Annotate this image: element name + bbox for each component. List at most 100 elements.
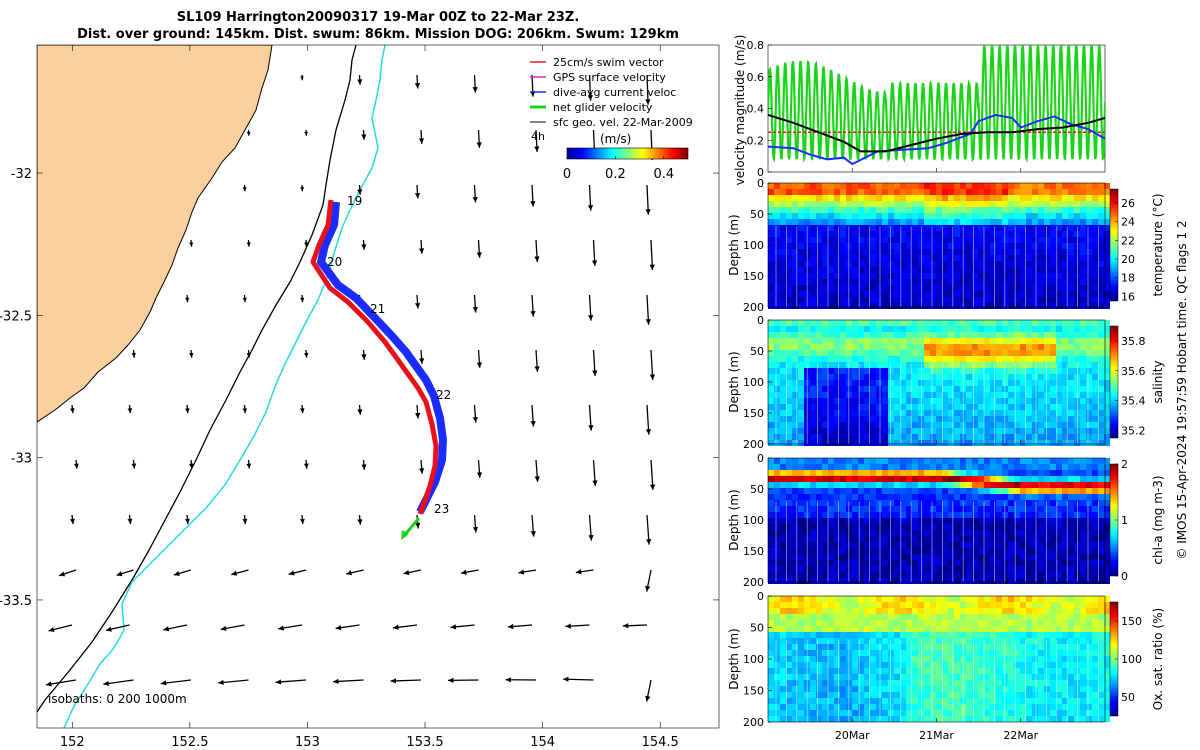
section-cell: [930, 668, 936, 674]
section-cell: [1080, 279, 1086, 285]
section-cell: [936, 231, 942, 237]
section-cell: [834, 500, 840, 506]
section-cell: [900, 261, 906, 267]
section-cell: [942, 620, 948, 626]
section-cell: [906, 548, 912, 554]
section-cell: [942, 668, 948, 674]
section-cell: [870, 183, 876, 189]
section-cell: [1026, 554, 1032, 560]
section-cell: [924, 416, 930, 422]
section-cell: [786, 482, 792, 488]
section-cell: [966, 710, 972, 716]
section-cell: [840, 524, 846, 530]
section-cell: [1020, 668, 1026, 674]
section-cell: [1050, 273, 1056, 279]
section-cell: [888, 362, 894, 368]
section-cell: [912, 494, 918, 500]
section-cell: [822, 536, 828, 542]
section-cell: [786, 398, 792, 404]
section-cell: [1020, 386, 1026, 392]
section-cell: [870, 303, 876, 309]
section-cell: [1080, 380, 1086, 386]
section-cell: [1080, 231, 1086, 237]
section-cell: [822, 398, 828, 404]
section-cell: [888, 632, 894, 638]
section-cell: [786, 602, 792, 608]
section-cell: [972, 237, 978, 243]
section-cell: [1098, 350, 1104, 356]
section-cell: [882, 261, 888, 267]
section-cell: [912, 219, 918, 225]
section-cell: [876, 686, 882, 692]
section-cell: [852, 231, 858, 237]
section-cell: [876, 374, 882, 380]
section-cell: [768, 291, 774, 297]
geo-arrowhead: [476, 362, 482, 368]
section-cell: [798, 392, 804, 398]
section-cell: [774, 213, 780, 219]
section-cell: [864, 243, 870, 249]
section-cell: [984, 656, 990, 662]
section-cell: [990, 458, 996, 464]
section-cell: [882, 704, 888, 710]
section-cell: [810, 608, 816, 614]
section-cell: [828, 602, 834, 608]
section-cell: [1104, 189, 1110, 195]
section-cell: [882, 536, 888, 542]
geo-arrowhead: [472, 197, 478, 203]
section-cell: [1032, 267, 1038, 273]
section-cell: [954, 668, 960, 674]
section-cell: [1056, 356, 1062, 362]
section-cell: [1002, 626, 1008, 632]
section-cell: [864, 710, 870, 716]
section-cell: [948, 255, 954, 261]
section-cell: [792, 566, 798, 572]
section-cell: [828, 320, 834, 326]
section-cell: [1014, 320, 1020, 326]
section-cell: [900, 704, 906, 710]
section-cell: [1014, 494, 1020, 500]
section-cell: [834, 668, 840, 674]
section-ytick-label: 100: [743, 376, 764, 389]
section-cell: [1008, 530, 1014, 536]
section-cell: [894, 285, 900, 291]
section-cell: [948, 368, 954, 374]
section-cell: [990, 332, 996, 338]
section-cell: [1026, 440, 1032, 446]
section-cell: [1074, 344, 1080, 350]
section-cell: [882, 392, 888, 398]
section-cell: [1014, 231, 1020, 237]
section-cell: [774, 560, 780, 566]
section-cell: [912, 536, 918, 542]
section-cell: [840, 422, 846, 428]
geo-arrowhead: [450, 624, 457, 630]
section-cell: [858, 530, 864, 536]
section-cell: [972, 320, 978, 326]
geo-arrowhead: [304, 131, 308, 136]
section-cell: [1020, 620, 1026, 626]
section-cell: [798, 674, 804, 680]
section-cell: [966, 686, 972, 692]
section-cell: [888, 189, 894, 195]
section-cell: [888, 350, 894, 356]
section-cell: [1068, 297, 1074, 303]
section-cell: [822, 261, 828, 267]
section-cell: [840, 219, 846, 225]
section-cell: [990, 320, 996, 326]
section-cell: [870, 494, 876, 500]
section-cell: [1104, 261, 1110, 267]
section-cell: [792, 410, 798, 416]
section-cell: [1044, 356, 1050, 362]
section-cell: [834, 249, 840, 255]
section-cell: [1068, 225, 1074, 231]
geo-arrowhead: [357, 79, 363, 85]
section-ytick-label: 100: [743, 514, 764, 527]
section-cell: [996, 644, 1002, 650]
section-cell: [888, 650, 894, 656]
geo-arrowhead: [575, 569, 582, 575]
section-cell: [864, 273, 870, 279]
section-cell: [924, 392, 930, 398]
section-cell: [798, 620, 804, 626]
section-cell: [924, 458, 930, 464]
section-cell: [1014, 698, 1020, 704]
